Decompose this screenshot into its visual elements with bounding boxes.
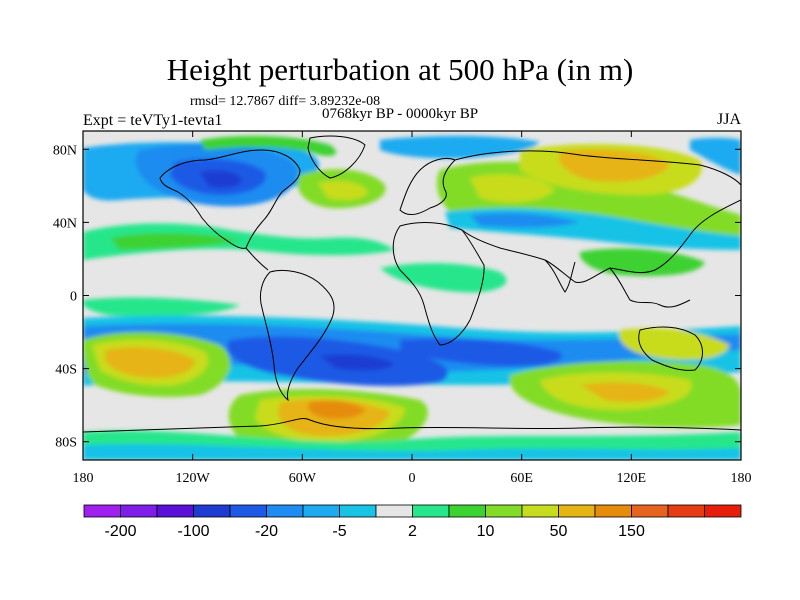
colorbar-label: 50: [550, 523, 568, 540]
field-south-pacific-high-core: [105, 347, 195, 378]
field-south-indian-core: [580, 382, 670, 402]
colorbar-box: [83, 504, 121, 518]
field-arctic-ring: [200, 135, 337, 156]
colorbar-label: -200: [104, 523, 136, 540]
lon-tick-label: 120W: [176, 471, 211, 486]
coast-greenland: [307, 135, 366, 179]
field-siberia-core: [559, 149, 670, 182]
field-south-atlantic-red: [308, 400, 365, 419]
field-arctic-cap: [380, 135, 540, 159]
lon-tick-label: 60W: [289, 471, 317, 486]
colorbar-box: [558, 504, 596, 518]
colorbar-box: [448, 504, 486, 518]
lon-tick-label: 120E: [617, 471, 647, 486]
coast-south-america: [259, 269, 335, 402]
lat-tick-label: 80N: [53, 143, 77, 158]
colorbar-label: 10: [477, 523, 495, 540]
lat-tick-label: 40S: [55, 363, 77, 378]
period-label: 0768kyr BP - 0000kyr BP: [322, 106, 479, 122]
coast-india: [544, 259, 576, 293]
colorbar-box: [375, 504, 413, 518]
field-subtropical-band: [83, 223, 395, 260]
colorbar: -200 -100 -20 -5 2 10 50 150: [83, 504, 742, 540]
colorbar-box: [339, 504, 377, 518]
colorbar-box: [266, 504, 304, 518]
coastlines: [83, 135, 741, 433]
coast-north-america: [159, 149, 301, 249]
colorbar-box: [704, 504, 742, 518]
field-antarctic-band: [83, 443, 741, 460]
colorbar-box: [193, 504, 231, 518]
stats-label: rmsd= 12.7867 diff= 3.89232e-08: [190, 94, 381, 109]
colorbar-label: -20: [255, 523, 278, 540]
season-label: JJA: [716, 111, 741, 128]
field-canada-core: [200, 170, 242, 188]
coast-europe: [399, 157, 456, 215]
colorbar-box: [594, 504, 632, 518]
lat-tick-label: 0: [70, 290, 77, 305]
colorbar-label: 2: [408, 523, 417, 540]
lat-tick-label: 80S: [55, 436, 77, 451]
field-tropical-band: [83, 297, 240, 317]
lon-tick-label: 180: [731, 471, 752, 486]
field-north-atlantic-core: [318, 180, 368, 200]
colorbar-label: -100: [177, 523, 209, 540]
lon-tick-label: 180: [73, 471, 94, 486]
field-subtropical-core: [110, 232, 240, 250]
field-east-siberia-low: [690, 137, 741, 175]
coast-antarctica: [83, 418, 741, 433]
latitude-axis: 80N 40N 0 40S 80S: [53, 143, 741, 451]
lat-tick-label: 40N: [53, 216, 77, 231]
lon-tick-label: 60E: [510, 471, 533, 486]
plot-title: Height perturbation at 500 hPa (in m): [166, 52, 634, 87]
colorbar-box: [412, 504, 450, 518]
coast-central-america: [245, 247, 269, 271]
coast-australia: [638, 326, 703, 371]
colorbar-box: [302, 504, 340, 518]
colorbar-box: [485, 504, 523, 518]
coast-asia: [454, 150, 741, 284]
coast-southeast-asia: [609, 267, 691, 308]
colorbar-box: [521, 504, 559, 518]
lon-tick-label: 0: [409, 471, 416, 486]
field-eurasia-inner: [470, 174, 555, 203]
field-tropical-green: [380, 263, 507, 293]
contour-field: [83, 131, 741, 460]
colorbar-box: [229, 504, 267, 518]
longitude-axis: 180 120W 60W 0 60E 120E 180: [73, 131, 752, 486]
colorbar-box: [120, 504, 158, 518]
colorbar-label: 150: [618, 523, 645, 540]
field-south-pacific-core: [320, 354, 395, 371]
field-eurasia-midlat-core: [470, 212, 580, 228]
colorbar-box: [156, 504, 194, 518]
colorbar-box: [631, 504, 669, 518]
colorbar-box: [667, 504, 705, 518]
colorbar-label: -5: [332, 523, 346, 540]
experiment-label: Expt = teVTy1-tevta1: [83, 112, 223, 129]
